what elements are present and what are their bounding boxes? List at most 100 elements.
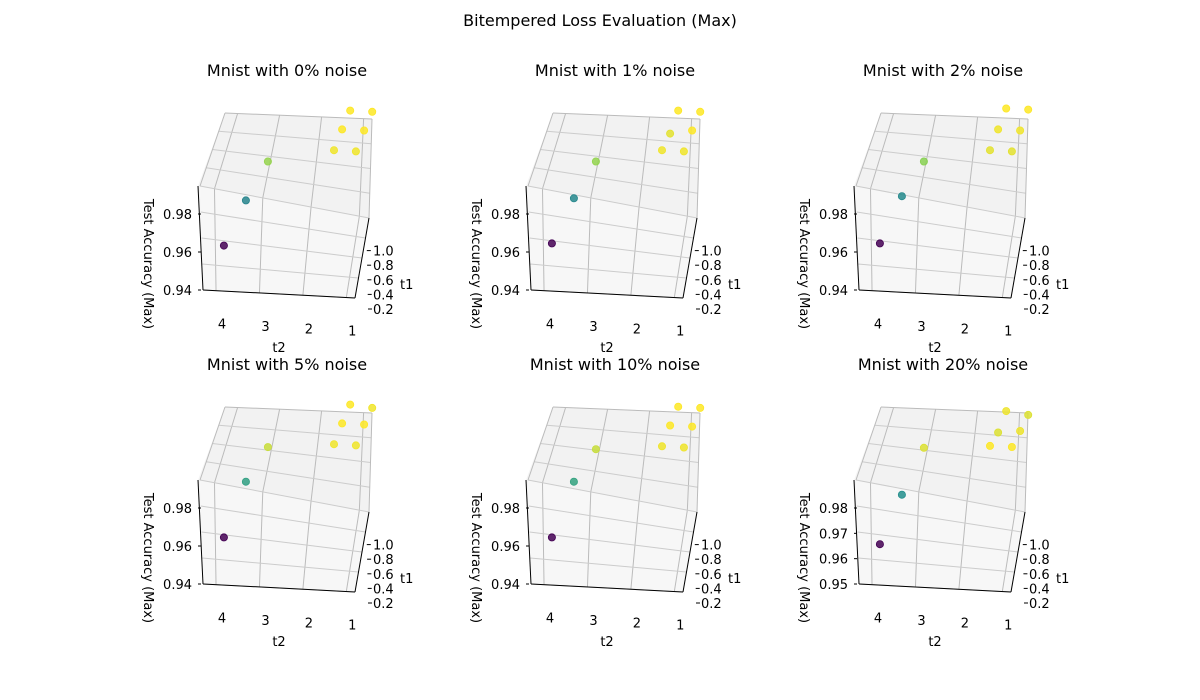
- grid-line: [528, 505, 694, 533]
- floor-pane: [856, 186, 1025, 298]
- t2-tick-label: 2: [961, 322, 969, 337]
- floor-pane: [528, 480, 697, 592]
- t2-axis-label: t2: [600, 635, 613, 650]
- grid-line: [856, 505, 1022, 533]
- t1-tick-label: 0.2: [1029, 303, 1050, 318]
- accuracy-tick-label: 0.94: [491, 284, 520, 299]
- data-point: [329, 440, 338, 449]
- data-point: [919, 443, 928, 452]
- subplot-5: Mnist with 10% noise 1 2 3 4 t2 0.20.40.60.81.…: [468, 355, 741, 650]
- t1-tick-label: 0.6: [701, 568, 722, 583]
- accuracy-axis-line: [853, 185, 860, 291]
- t1-tick-label: 0.2: [701, 303, 722, 318]
- frame-edge: [527, 112, 554, 187]
- t1-axis-label: t1: [400, 278, 413, 293]
- data-point: [547, 239, 556, 248]
- back-pane: [856, 407, 1028, 512]
- accuracy-axis-label: Test Accuracy (Max): [796, 492, 811, 623]
- data-point: [547, 533, 556, 542]
- grid-line: [199, 479, 370, 513]
- data-point: [1024, 410, 1033, 419]
- grid-line: [527, 479, 698, 513]
- subplot-title: Mnist with 0% noise: [207, 61, 367, 80]
- t1-tick-label: 1.0: [701, 539, 722, 554]
- data-point: [1016, 426, 1025, 435]
- data-point: [666, 421, 675, 430]
- t1-axis-label: t1: [728, 278, 741, 293]
- data-point: [1002, 104, 1011, 113]
- grid-line: [200, 211, 366, 239]
- t2-tick-label: 4: [874, 318, 882, 333]
- accuracy-tick-label: 0.94: [819, 284, 848, 299]
- data-point: [338, 419, 347, 428]
- subplot-title: Mnist with 2% noise: [863, 61, 1023, 80]
- data-point: [688, 422, 697, 431]
- accuracy-axis-label: Test Accuracy (Max): [140, 198, 155, 329]
- grid-line: [200, 505, 366, 533]
- t2-tick-label: 3: [589, 614, 597, 629]
- back-pane: [200, 113, 372, 218]
- data-point: [351, 441, 360, 450]
- t1-tick-label: 0.6: [373, 274, 394, 289]
- grid-line: [546, 424, 700, 439]
- data-point: [241, 477, 250, 486]
- grid-line: [857, 531, 1019, 553]
- data-point: [569, 477, 578, 486]
- grid-line: [218, 424, 372, 439]
- t1-tick-label: 0.2: [373, 597, 394, 612]
- grid-line: [212, 149, 371, 169]
- t2-tick-label: 1: [1004, 619, 1012, 634]
- data-point: [985, 441, 994, 450]
- grid-line: [856, 211, 1022, 239]
- t2-axis-label: t2: [600, 341, 613, 356]
- data-point: [569, 194, 578, 203]
- data-point: [674, 106, 683, 115]
- t2-tick-label: 2: [633, 322, 641, 337]
- data-point: [591, 157, 600, 166]
- t1-tick-label: 1.0: [1029, 245, 1050, 260]
- data-point: [897, 490, 906, 499]
- back-pane: [200, 407, 372, 512]
- data-point: [346, 106, 355, 115]
- accuracy-axis-label: Test Accuracy (Max): [140, 492, 155, 623]
- frame-edge: [1024, 118, 1029, 219]
- data-point: [241, 196, 250, 205]
- grid-line: [858, 263, 1015, 279]
- accuracy-axis-line: [197, 479, 204, 585]
- accuracy-tick-label: 0.96: [163, 246, 192, 261]
- grid-line: [857, 237, 1019, 259]
- t1-tick-label: 1.0: [1029, 539, 1050, 554]
- accuracy-axis-line: [525, 185, 532, 291]
- accuracy-axis-line: [853, 479, 860, 585]
- t1-axis-line: [354, 511, 370, 593]
- t2-tick-label: 1: [1004, 325, 1012, 340]
- frame-edge: [368, 118, 373, 219]
- accuracy-axis-label: Test Accuracy (Max): [468, 492, 483, 623]
- subplot-title: Mnist with 20% noise: [858, 355, 1028, 374]
- floor-pane: [528, 186, 697, 298]
- back-pane: [856, 113, 1028, 218]
- t1-tick-label: 0.4: [701, 288, 722, 303]
- accuracy-tick-label: 0.98: [491, 208, 520, 223]
- t2-tick-label: 1: [676, 325, 684, 340]
- accuracy-axis-label: Test Accuracy (Max): [468, 198, 483, 329]
- accuracy-axis-label: Test Accuracy (Max): [796, 198, 811, 329]
- t1-axis-label: t1: [400, 572, 413, 587]
- t1-axis-label: t1: [728, 572, 741, 587]
- data-point: [1007, 442, 1016, 451]
- data-point: [666, 129, 675, 138]
- t1-tick-label: 0.8: [1029, 553, 1050, 568]
- data-point: [351, 147, 360, 156]
- grid-line: [201, 237, 363, 259]
- t2-tick-label: 3: [261, 320, 269, 335]
- grid-line: [201, 531, 363, 553]
- t2-axis-label: t2: [928, 341, 941, 356]
- t1-tick-label: 0.6: [701, 274, 722, 289]
- t1-tick-label: 0.4: [373, 582, 394, 597]
- t2-tick-label: 1: [348, 619, 356, 634]
- accuracy-tick-label: 0.98: [163, 502, 192, 517]
- accuracy-tick-label: 0.96: [491, 246, 520, 261]
- accuracy-tick-label: 0.94: [163, 284, 192, 299]
- data-point: [674, 402, 683, 411]
- grid-line: [218, 130, 372, 145]
